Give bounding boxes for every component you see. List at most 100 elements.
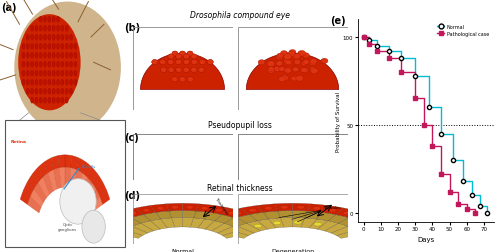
Circle shape [210,219,217,223]
Circle shape [309,60,316,66]
Polygon shape [125,226,148,236]
Circle shape [191,55,197,60]
Circle shape [208,60,214,65]
Circle shape [254,224,262,228]
Circle shape [281,52,288,57]
Circle shape [48,80,51,86]
Polygon shape [336,230,362,238]
Circle shape [30,80,34,86]
Polygon shape [246,54,338,90]
Circle shape [289,50,296,56]
Polygon shape [166,204,182,211]
Polygon shape [34,183,46,203]
Circle shape [273,221,281,225]
Circle shape [264,207,272,210]
Circle shape [56,53,59,59]
Polygon shape [42,173,53,195]
Polygon shape [338,218,360,226]
Text: Degeneration: Degeneration [271,248,314,252]
Circle shape [74,71,77,77]
Circle shape [39,44,42,50]
Polygon shape [132,223,154,233]
Circle shape [26,71,30,77]
Circle shape [274,67,280,72]
Circle shape [39,62,42,68]
Polygon shape [212,223,233,233]
Text: (b): (b) [124,23,140,33]
Circle shape [298,51,306,57]
Circle shape [187,52,193,57]
Circle shape [284,59,290,64]
Text: (c): (c) [124,132,139,142]
Circle shape [172,52,178,57]
Circle shape [35,44,38,50]
Circle shape [74,53,77,59]
Circle shape [378,225,386,228]
Polygon shape [132,215,150,223]
Polygon shape [214,215,234,223]
Polygon shape [65,167,71,188]
Polygon shape [234,212,256,222]
Circle shape [22,62,25,68]
Polygon shape [292,204,310,211]
Polygon shape [301,218,316,228]
Circle shape [277,54,283,59]
Polygon shape [140,54,224,90]
Circle shape [48,62,51,68]
Polygon shape [71,156,79,170]
Circle shape [343,211,350,215]
Circle shape [30,71,34,77]
Text: Retina: Retina [10,139,26,143]
Circle shape [267,68,275,74]
Polygon shape [58,155,65,168]
Circle shape [313,207,320,210]
Circle shape [61,53,64,59]
Circle shape [152,60,158,65]
Legend: Normal, Pathological case: Normal, Pathological case [435,23,491,39]
Circle shape [267,61,275,67]
Ellipse shape [82,210,106,243]
Circle shape [39,98,42,104]
Circle shape [39,89,42,95]
Circle shape [48,71,51,77]
Text: Drosophila compound eye: Drosophila compound eye [190,11,290,20]
Circle shape [48,17,51,23]
Circle shape [26,62,30,68]
Circle shape [184,55,190,60]
Polygon shape [244,216,266,226]
Circle shape [61,98,64,104]
Circle shape [192,60,198,65]
Polygon shape [88,167,97,183]
Circle shape [172,206,178,209]
Polygon shape [28,174,38,189]
Circle shape [310,59,317,65]
Circle shape [198,68,204,73]
Circle shape [52,35,56,41]
Circle shape [356,215,364,219]
Circle shape [61,71,64,77]
Circle shape [176,68,182,73]
Circle shape [184,68,190,73]
Polygon shape [86,189,100,208]
Circle shape [65,26,68,32]
Polygon shape [322,206,344,215]
Circle shape [228,211,235,215]
Polygon shape [212,212,236,222]
Circle shape [168,55,174,60]
Polygon shape [160,218,175,228]
Polygon shape [51,156,59,170]
Circle shape [52,62,56,68]
Text: Thickness: Thickness [214,196,229,214]
Circle shape [70,53,72,59]
Circle shape [201,207,208,210]
Circle shape [130,211,136,215]
Polygon shape [150,219,168,229]
Text: Pseudopupil loss: Pseudopupil loss [208,120,272,129]
Circle shape [279,68,285,72]
Polygon shape [156,211,172,219]
Circle shape [65,98,68,104]
Circle shape [39,71,42,77]
Circle shape [52,80,56,86]
Ellipse shape [18,15,80,111]
Polygon shape [316,212,336,221]
